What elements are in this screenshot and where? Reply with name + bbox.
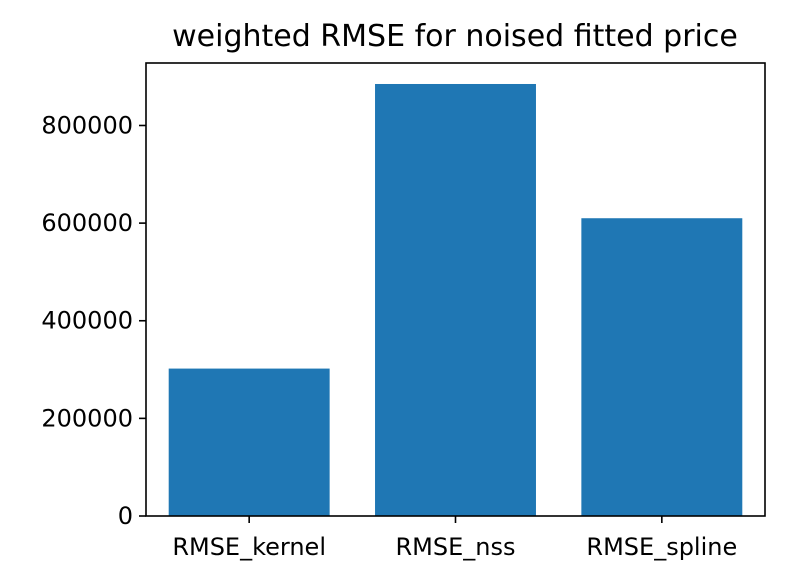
x-tick-label: RMSE_spline [586,533,737,561]
bar-rmse-spline [581,218,743,517]
bars-group [168,83,743,517]
chart-title: weighted RMSE for noised fitted price [172,19,738,54]
bar-rmse-kernel [168,368,330,516]
y-tick-label: 200000 [41,404,133,432]
axes-group: 0 200000 400000 600000 800000 RMSE_kernel RMSE… [41,62,766,561]
y-tick-label: 400000 [41,307,133,335]
y-tick-label: 600000 [41,209,133,237]
bar-rmse-nss [375,83,536,517]
x-tick-label: RMSE_kernel [172,533,326,561]
y-tick-label: 0 [118,502,133,530]
y-tick-label: 800000 [41,111,133,139]
x-tick-label: RMSE_nss [396,533,516,561]
